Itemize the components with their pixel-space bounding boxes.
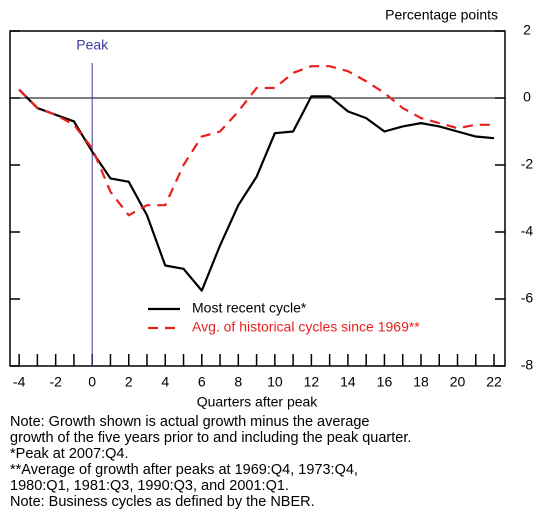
y-tick-label: -6 — [521, 290, 534, 306]
series-line — [18, 88, 495, 292]
note-line: 1980:Q1, 1981:Q3, 1990:Q3, and 2001:Q1. — [10, 478, 289, 494]
note-line: **Average of growth after peaks at 1969:… — [10, 462, 358, 478]
x-tick-label: 14 — [340, 374, 356, 390]
x-tick-label: 6 — [198, 374, 206, 390]
note-line: Note: Business cycles as defined by the … — [10, 494, 315, 510]
x-tick-label: 4 — [161, 374, 169, 390]
x-tick-label: 2 — [125, 374, 133, 390]
x-tick-label: 20 — [450, 374, 466, 390]
note-line: growth of the five years prior to and in… — [10, 430, 412, 446]
y-axis-label: Percentage points — [385, 7, 498, 23]
notes: Note: Growth shown is actual growth minu… — [10, 414, 530, 510]
note-line: *Peak at 2007:Q4. — [10, 446, 129, 462]
y-tick-label: -8 — [521, 357, 534, 373]
chart: Percentage points Quarters after peak -8… — [9, 7, 534, 410]
x-tick-label: 8 — [234, 374, 242, 390]
plot-frame — [9, 30, 506, 367]
y-tick-label: -4 — [521, 223, 534, 239]
note-line: Note: Growth shown is actual growth minu… — [10, 414, 370, 430]
x-axis-label: Quarters after peak — [197, 394, 319, 410]
x-tick-label: 12 — [304, 374, 320, 390]
x-tick-label: 0 — [88, 374, 96, 390]
series-line — [18, 65, 495, 217]
peak-label: Peak — [76, 37, 109, 53]
x-tick-label: -2 — [49, 374, 62, 390]
legend-label: Most recent cycle* — [192, 300, 307, 316]
x-tick-label: -4 — [13, 374, 26, 390]
x-tick-label: 18 — [413, 374, 429, 390]
y-tick-label: 0 — [523, 89, 531, 105]
x-tick-label: 16 — [377, 374, 393, 390]
y-tick-label: -2 — [521, 156, 534, 172]
legend-label: Avg. of historical cycles since 1969** — [192, 319, 420, 335]
x-tick-label: 10 — [267, 374, 283, 390]
x-tick-label: 22 — [486, 374, 502, 390]
y-tick-label: 2 — [523, 22, 531, 38]
